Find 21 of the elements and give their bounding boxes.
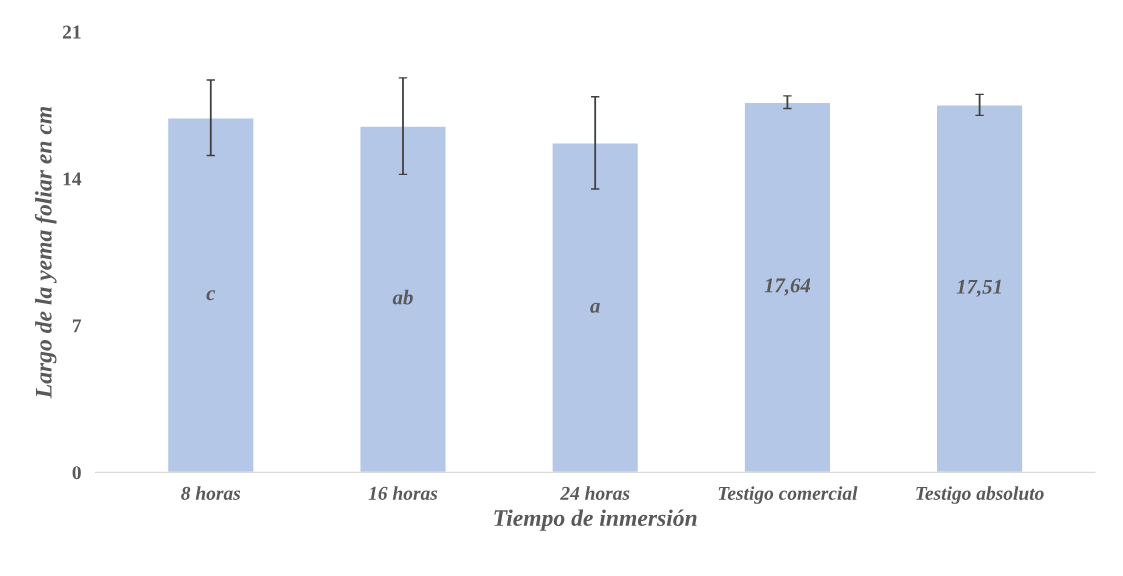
- bar: [935, 104, 1024, 473]
- bar: [551, 142, 640, 473]
- data-label: ab: [392, 289, 413, 305]
- x-axis-title: Tiempo de inmersión: [494, 509, 697, 531]
- data-label: 17,51: [956, 279, 1001, 297]
- bar: [359, 125, 447, 473]
- y-tick-label: 0: [72, 466, 81, 480]
- y-tick-label: 7: [72, 319, 82, 333]
- x-tick-label: Testigo absoluto: [916, 486, 1044, 504]
- y-tick-label: 21: [62, 25, 81, 39]
- bar: [743, 101, 832, 473]
- y-axis-title: Largo de la yema foliar en cm: [34, 106, 57, 399]
- y-tick-label: 14: [63, 172, 82, 186]
- data-label: c: [206, 290, 216, 301]
- bar: [166, 117, 255, 473]
- x-tick-label: 8 horas: [181, 486, 241, 500]
- x-tick-label: 24 horas: [560, 486, 630, 500]
- x-tick-label: Testigo comercial: [718, 486, 858, 504]
- data-label: a: [590, 302, 600, 313]
- x-tick-label: 16 horas: [368, 486, 438, 500]
- data-label: 17,64: [764, 278, 811, 296]
